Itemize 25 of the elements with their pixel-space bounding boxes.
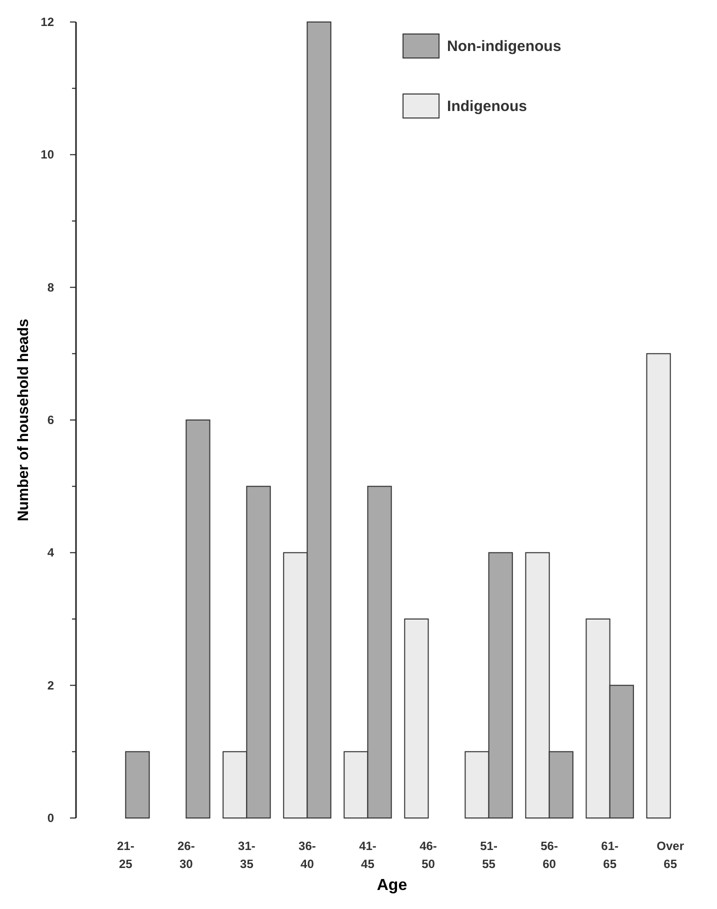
x-tick-label: 41- 45 (359, 839, 376, 871)
y-tick-label: 2 (47, 678, 54, 692)
y-tick-label: 4 (47, 546, 54, 560)
x-tick-label: 36- 40 (298, 839, 316, 871)
x-tick-label: Over 65 (656, 839, 684, 871)
bar (125, 751, 150, 818)
legend-label: Non-indigenous (447, 38, 562, 55)
x-tick-label: 21- 25 (116, 839, 134, 871)
x-tick-label: 61- 65 (601, 839, 618, 871)
y-axis-title: Number of household heads (15, 318, 32, 522)
x-tick-label: 31- 35 (238, 839, 256, 871)
x-tick-label: 26- 30 (178, 839, 195, 871)
bar (404, 618, 429, 818)
bar (646, 353, 671, 818)
legend-label: Indigenous (447, 98, 528, 115)
x-tick-label: 51- 55 (480, 839, 498, 871)
x-axis-title: Age (376, 877, 408, 894)
bar (186, 420, 210, 818)
y-tick-label: 6 (47, 413, 54, 427)
y-tick-label: 10 (40, 148, 54, 162)
y-tick-label: 8 (47, 280, 54, 294)
x-tick-label: 56- 60 (540, 839, 558, 871)
y-tick-label: 0 (47, 811, 54, 825)
y-tick-label: 12 (40, 15, 54, 29)
x-tick-label: 46- 50 (420, 839, 437, 871)
